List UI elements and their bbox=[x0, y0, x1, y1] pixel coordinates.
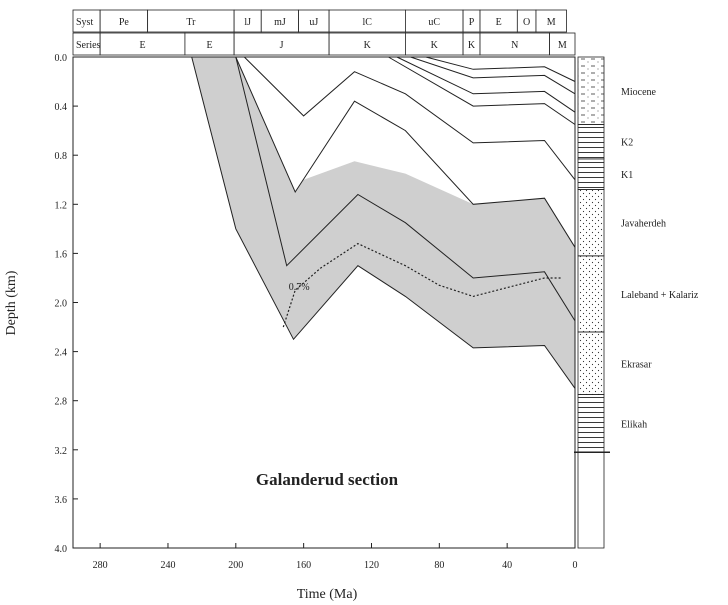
x-axis-label: Time (Ma) bbox=[297, 587, 358, 602]
basement-unit bbox=[577, 451, 605, 549]
shaded-burial-band bbox=[191, 57, 575, 389]
y-tick-label: 4.0 bbox=[55, 544, 68, 555]
formation-label-2: K2 bbox=[621, 138, 633, 149]
system-cell-label-7: uC bbox=[428, 17, 440, 28]
burial-curve-1 bbox=[191, 56, 576, 389]
shaded-area bbox=[191, 57, 575, 389]
system-row-label: Syst bbox=[76, 17, 93, 28]
series-cell-label-8: M bbox=[558, 40, 567, 51]
x-tick-label: 120 bbox=[364, 560, 379, 571]
system-cell-label-4: mJ bbox=[274, 17, 286, 28]
lithology-unit-3 bbox=[577, 158, 605, 190]
formation-label-4: Javaherdeh bbox=[621, 219, 666, 230]
y-tick-label: 3.6 bbox=[55, 495, 68, 506]
lithology-unit-4 bbox=[577, 189, 605, 257]
lithology-column: Miocene K2 K1 Javaherdeh Laleband + Kalariz E… bbox=[574, 56, 699, 549]
system-cell-label-5: uJ bbox=[309, 17, 318, 28]
series-cell-label-1: E bbox=[139, 40, 145, 51]
y-tick-label: 3.2 bbox=[55, 446, 68, 457]
system-cell-label-9: E bbox=[496, 17, 502, 28]
burial-curves: 0.7% bbox=[191, 56, 576, 389]
axes: 0.0 0.4 0.8 1.2 1.6 2.0 2.4 2.8 3.2 3.6 4.0 280 240 2… bbox=[55, 53, 578, 571]
burial-curve-6 bbox=[396, 56, 576, 113]
y-tick-label: 1.6 bbox=[55, 249, 68, 260]
y-tick-label: 2.8 bbox=[55, 397, 68, 408]
lithology-unit-5 bbox=[577, 255, 605, 333]
lithology-unit-1 bbox=[577, 56, 605, 125]
system-cell-label-6: lC bbox=[363, 17, 373, 28]
system-cell-label-3: lJ bbox=[244, 17, 251, 28]
y-tick-label: 0.0 bbox=[55, 53, 68, 64]
burial-curve-5 bbox=[388, 56, 576, 125]
burial-curve-8 bbox=[425, 56, 576, 82]
y-tick-label: 0.4 bbox=[55, 102, 68, 113]
vitrinite-curve bbox=[282, 242, 562, 328]
x-tick-label: 0 bbox=[573, 560, 578, 571]
formation-label-6: Ekrasar bbox=[621, 359, 652, 370]
burial-curve-3 bbox=[235, 56, 576, 248]
lithology-unit-6 bbox=[577, 331, 605, 395]
system-cell-label-11: M bbox=[547, 17, 556, 28]
burial-curve-7 bbox=[410, 56, 576, 95]
y-axis-label: Depth (km) bbox=[4, 270, 19, 335]
series-cell-8 bbox=[549, 32, 576, 56]
stratigraphic-header: Syst Pe Tr lJ mJ uJ lC uC P E O M Series E E J K K K N M bbox=[72, 9, 576, 56]
series-cell-label-6: K bbox=[468, 40, 476, 51]
formation-label-7: Elikah bbox=[621, 419, 647, 430]
series-row-label: Series bbox=[76, 40, 101, 51]
formation-label-3: K1 bbox=[621, 170, 633, 181]
burial-curve-4 bbox=[243, 56, 576, 181]
system-cell-label-2: Tr bbox=[186, 17, 196, 28]
x-tick-label: 40 bbox=[502, 560, 512, 571]
system-cell-label-10: O bbox=[523, 17, 530, 28]
formation-label-5: Laleband + Kalariz bbox=[621, 290, 699, 301]
system-cell-label-8: P bbox=[469, 17, 475, 28]
y-tick-label: 2.0 bbox=[55, 299, 68, 310]
system-cell-11 bbox=[535, 9, 567, 33]
x-tick-label: 240 bbox=[160, 560, 175, 571]
x-tick-label: 160 bbox=[296, 560, 311, 571]
chart-title: Galanderud section bbox=[256, 470, 399, 489]
series-cell-label-7: N bbox=[511, 40, 518, 51]
series-cell-label-5: K bbox=[431, 40, 439, 51]
series-cell-label-3: J bbox=[280, 40, 284, 51]
lithology-unit-7 bbox=[577, 394, 605, 453]
burial-curve-2 bbox=[235, 56, 576, 322]
series-cell-label-4: K bbox=[364, 40, 372, 51]
series-cell-label-2: E bbox=[206, 40, 212, 51]
system-cell-label-1: Pe bbox=[119, 17, 130, 28]
x-tick-label: 280 bbox=[93, 560, 108, 571]
lithology-unit-2 bbox=[577, 124, 605, 160]
y-tick-label: 0.8 bbox=[55, 151, 68, 162]
y-tick-label: 1.2 bbox=[55, 200, 68, 211]
vitrinite-label: 0.7% bbox=[289, 282, 310, 293]
x-tick-label: 200 bbox=[228, 560, 243, 571]
formation-label-1: Miocene bbox=[621, 87, 657, 98]
y-tick-label: 2.4 bbox=[55, 348, 68, 359]
x-tick-label: 80 bbox=[434, 560, 444, 571]
